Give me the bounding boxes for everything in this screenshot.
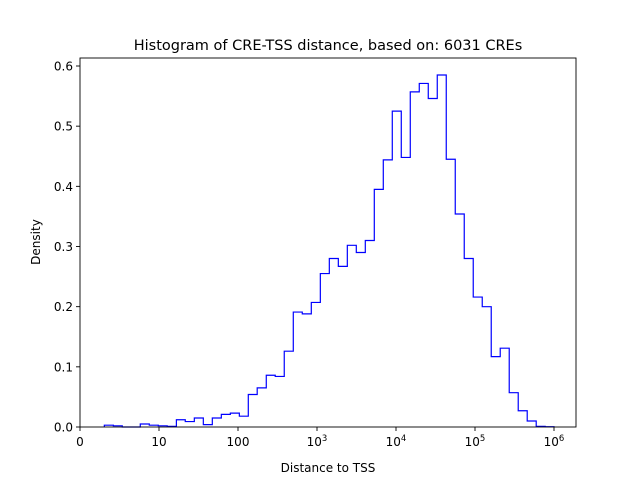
x-tick-label: 104 xyxy=(386,434,407,449)
x-tick-label: 105 xyxy=(465,434,486,449)
x-tick-label: 103 xyxy=(307,434,328,449)
y-tick-label: 0.0 xyxy=(54,421,73,435)
plot-area: 0 10 100 103 104 105 106 0.0 0.1 0.2 0.3 0.4 0.5 0.6 xyxy=(54,57,577,449)
x-tick-label: 10 xyxy=(151,435,166,449)
y-tick-label: 0.6 xyxy=(54,60,73,74)
y-tick-label: 0.3 xyxy=(54,240,73,254)
axes-frame xyxy=(79,57,577,428)
y-tick-label: 0.1 xyxy=(54,360,73,374)
x-tick-label: 0 xyxy=(76,435,84,449)
histogram-step-line xyxy=(103,74,555,428)
y-tick-label: 0.2 xyxy=(54,300,73,314)
y-tick-label: 0.5 xyxy=(54,120,73,134)
x-tick-label: 106 xyxy=(544,434,565,449)
x-axis-label: Distance to TSS xyxy=(281,461,376,475)
x-tick-label: 100 xyxy=(227,435,250,449)
chart-title: Histogram of CRE-TSS distance, based on:… xyxy=(134,38,523,54)
y-tick-label: 0.4 xyxy=(54,180,73,194)
y-axis-label: Density xyxy=(29,219,43,265)
